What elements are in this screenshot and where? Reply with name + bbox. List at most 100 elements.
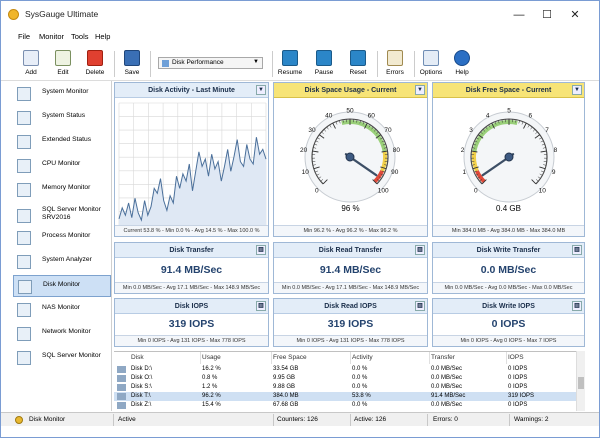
panel-value: 0.0 MB/Sec <box>480 264 537 276</box>
status-separator <box>427 414 428 426</box>
cell-free-space: 9.88 GB <box>273 384 296 390</box>
chart-icon[interactable]: ▥ <box>572 301 582 311</box>
edit-icon <box>55 50 71 66</box>
sql-server-icon <box>17 209 31 223</box>
cell-disk: Disk S:\ <box>131 384 152 390</box>
chart-icon[interactable]: ▥ <box>256 245 266 255</box>
menu-bar: File Monitor Tools Help <box>1 30 599 44</box>
profile-select[interactable]: Disk Performance ▼ <box>158 57 263 69</box>
sidebar-item-label: SQL Server Monitor <box>42 352 101 359</box>
free-gauge-tick <box>471 150 478 153</box>
cell-disk: Disk T:\ <box>131 393 151 399</box>
sidebar-item-process-monitor[interactable]: Process Monitor <box>13 227 111 249</box>
dropdown-icon[interactable]: ▼ <box>572 85 582 95</box>
panel-header: Disk Write Transfer ▥ <box>433 243 584 258</box>
usage-gauge-tick <box>321 131 324 135</box>
minimize-icon[interactable]: — <box>513 9 525 21</box>
options-button[interactable]: Options <box>416 48 446 80</box>
cell-disk: Disk Z:\ <box>131 402 152 408</box>
dropdown-icon[interactable]: ▼ <box>415 85 425 95</box>
usage-gauge-tick-label: 70 <box>384 127 392 134</box>
errors-button[interactable]: Errors <box>380 48 410 80</box>
cell-free-space: 9.95 GB <box>273 375 296 381</box>
usage-gauge-tick <box>319 134 325 139</box>
usage-gauge-tick <box>380 166 387 170</box>
sidebar-item-system-status[interactable]: System Status <box>13 107 111 129</box>
sidebar-item-extended-status[interactable]: Extended Status <box>13 131 111 153</box>
free-gauge-zone <box>472 120 518 152</box>
column-header-usage[interactable]: Usage <box>202 352 272 364</box>
resume-button[interactable]: Resume <box>275 48 305 80</box>
column-header-disk[interactable]: Disk <box>131 352 201 364</box>
table-row[interactable]: Disk D:\ 16.2 % 33.54 GB 0.0 % 0.0 MB/Se… <box>114 365 577 374</box>
free-gauge-tick <box>535 179 539 182</box>
help-icon <box>454 50 470 66</box>
menu-help[interactable]: Help <box>95 32 111 41</box>
chart-icon[interactable]: ▥ <box>256 301 266 311</box>
column-header-free-space[interactable]: Free Space <box>273 352 351 364</box>
sidebar-item-sql-server-srv2016[interactable]: SQL Server Monitor SRV2016 <box>13 203 111 229</box>
free-gauge-tick <box>541 170 544 173</box>
sidebar-item-label: System Analyzer <box>42 256 92 263</box>
table-row-selected[interactable]: Disk T:\ 96.2 % 384.0 MB 53.8 % 91.4 MB/… <box>114 392 577 401</box>
sidebar-item-nas-monitor[interactable]: NAS Monitor <box>13 299 111 321</box>
chart-icon[interactable]: ▥ <box>415 245 425 255</box>
save-label: Save <box>124 69 140 76</box>
disk-table: Disk Usage Free Space Activity Transfer … <box>114 351 585 411</box>
sidebar-item-system-monitor[interactable]: System Monitor <box>13 83 111 105</box>
cell-usage: 1.2 % <box>202 384 218 390</box>
menu-file[interactable]: File <box>18 32 31 41</box>
disk-icon <box>18 280 32 294</box>
free-gauge-tick <box>530 126 533 130</box>
disk-icon <box>117 384 126 391</box>
panel-header: Disk Space Usage - Current ▼ <box>274 83 427 98</box>
cell-iops: 0 IOPS <box>508 375 528 381</box>
column-header-transfer[interactable]: Transfer <box>431 352 507 364</box>
save-button[interactable]: Save <box>117 48 147 80</box>
reset-button[interactable]: Reset <box>343 48 373 80</box>
usage-gauge-tick-label: 90 <box>391 169 399 176</box>
close-icon[interactable]: ✕ <box>570 9 580 21</box>
chart-icon[interactable]: ▥ <box>415 301 425 311</box>
free-gauge-tick <box>491 122 495 129</box>
column-header-iops[interactable]: IOPS <box>508 354 524 361</box>
sidebar-item-network-monitor[interactable]: Network Monitor <box>13 323 111 345</box>
menu-tools[interactable]: Tools <box>71 32 89 41</box>
scrollbar-thumb[interactable] <box>578 377 584 389</box>
panel-title: Disk IOPS <box>174 303 209 310</box>
column-header-activity[interactable]: Activity <box>352 352 430 364</box>
usage-gauge-tick-label: 40 <box>325 113 333 120</box>
menu-monitor[interactable]: Monitor <box>39 32 65 41</box>
disk-activity-panel: Disk Activity - Last Minute ▼ Current 53… <box>114 82 269 237</box>
sidebar-item-memory-monitor[interactable]: Memory Monitor <box>13 179 111 201</box>
pause-icon <box>316 50 332 66</box>
cell-iops: 0 IOPS <box>508 402 528 408</box>
usage-gauge-tick <box>373 129 377 132</box>
table-row[interactable]: Disk Z:\ 15.4 % 67.68 GB 0.0 % 0.0 MB/Se… <box>114 401 577 410</box>
table-row[interactable]: Disk O:\ 0.8 % 9.95 GB 0.0 % 0.0 MB/Sec … <box>114 374 577 383</box>
process-icon <box>17 231 31 245</box>
panel-value: 91.4 MB/Sec <box>319 264 382 276</box>
sidebar-item-cpu-monitor[interactable]: CPU Monitor <box>13 155 111 177</box>
usage-gauge-tick <box>315 170 318 173</box>
sidebar-item-sql-server-monitor[interactable]: SQL Server Monitor <box>13 347 111 369</box>
errors-label: Errors <box>386 69 404 76</box>
usage-gauge-tick <box>375 134 381 139</box>
free-gauge-tick <box>494 121 497 125</box>
sidebar-item-disk-monitor[interactable]: Disk Monitor <box>13 275 111 297</box>
edit-button[interactable]: Edit <box>48 48 78 80</box>
sidebar-item-system-analyzer[interactable]: System Analyzer <box>13 251 111 273</box>
add-button[interactable]: Add <box>16 48 46 80</box>
usage-gauge-tick <box>383 147 387 149</box>
pause-button[interactable]: Pause <box>309 48 339 80</box>
help-button[interactable]: Help <box>447 48 477 80</box>
delete-button[interactable]: Delete <box>80 48 110 80</box>
maximize-icon[interactable]: ☐ <box>542 9 552 21</box>
chart-icon[interactable]: ▥ <box>572 245 582 255</box>
status-warnings: Warnings: 2 <box>514 416 549 423</box>
table-row[interactable]: Disk S:\ 1.2 % 9.88 GB 0.0 % 0.0 MB/Sec … <box>114 383 577 392</box>
status-monitor: Disk Monitor <box>29 416 66 423</box>
dropdown-icon[interactable]: ▼ <box>256 85 266 95</box>
table-scrollbar[interactable] <box>576 351 585 411</box>
status-active: Active: 126 <box>354 416 387 423</box>
